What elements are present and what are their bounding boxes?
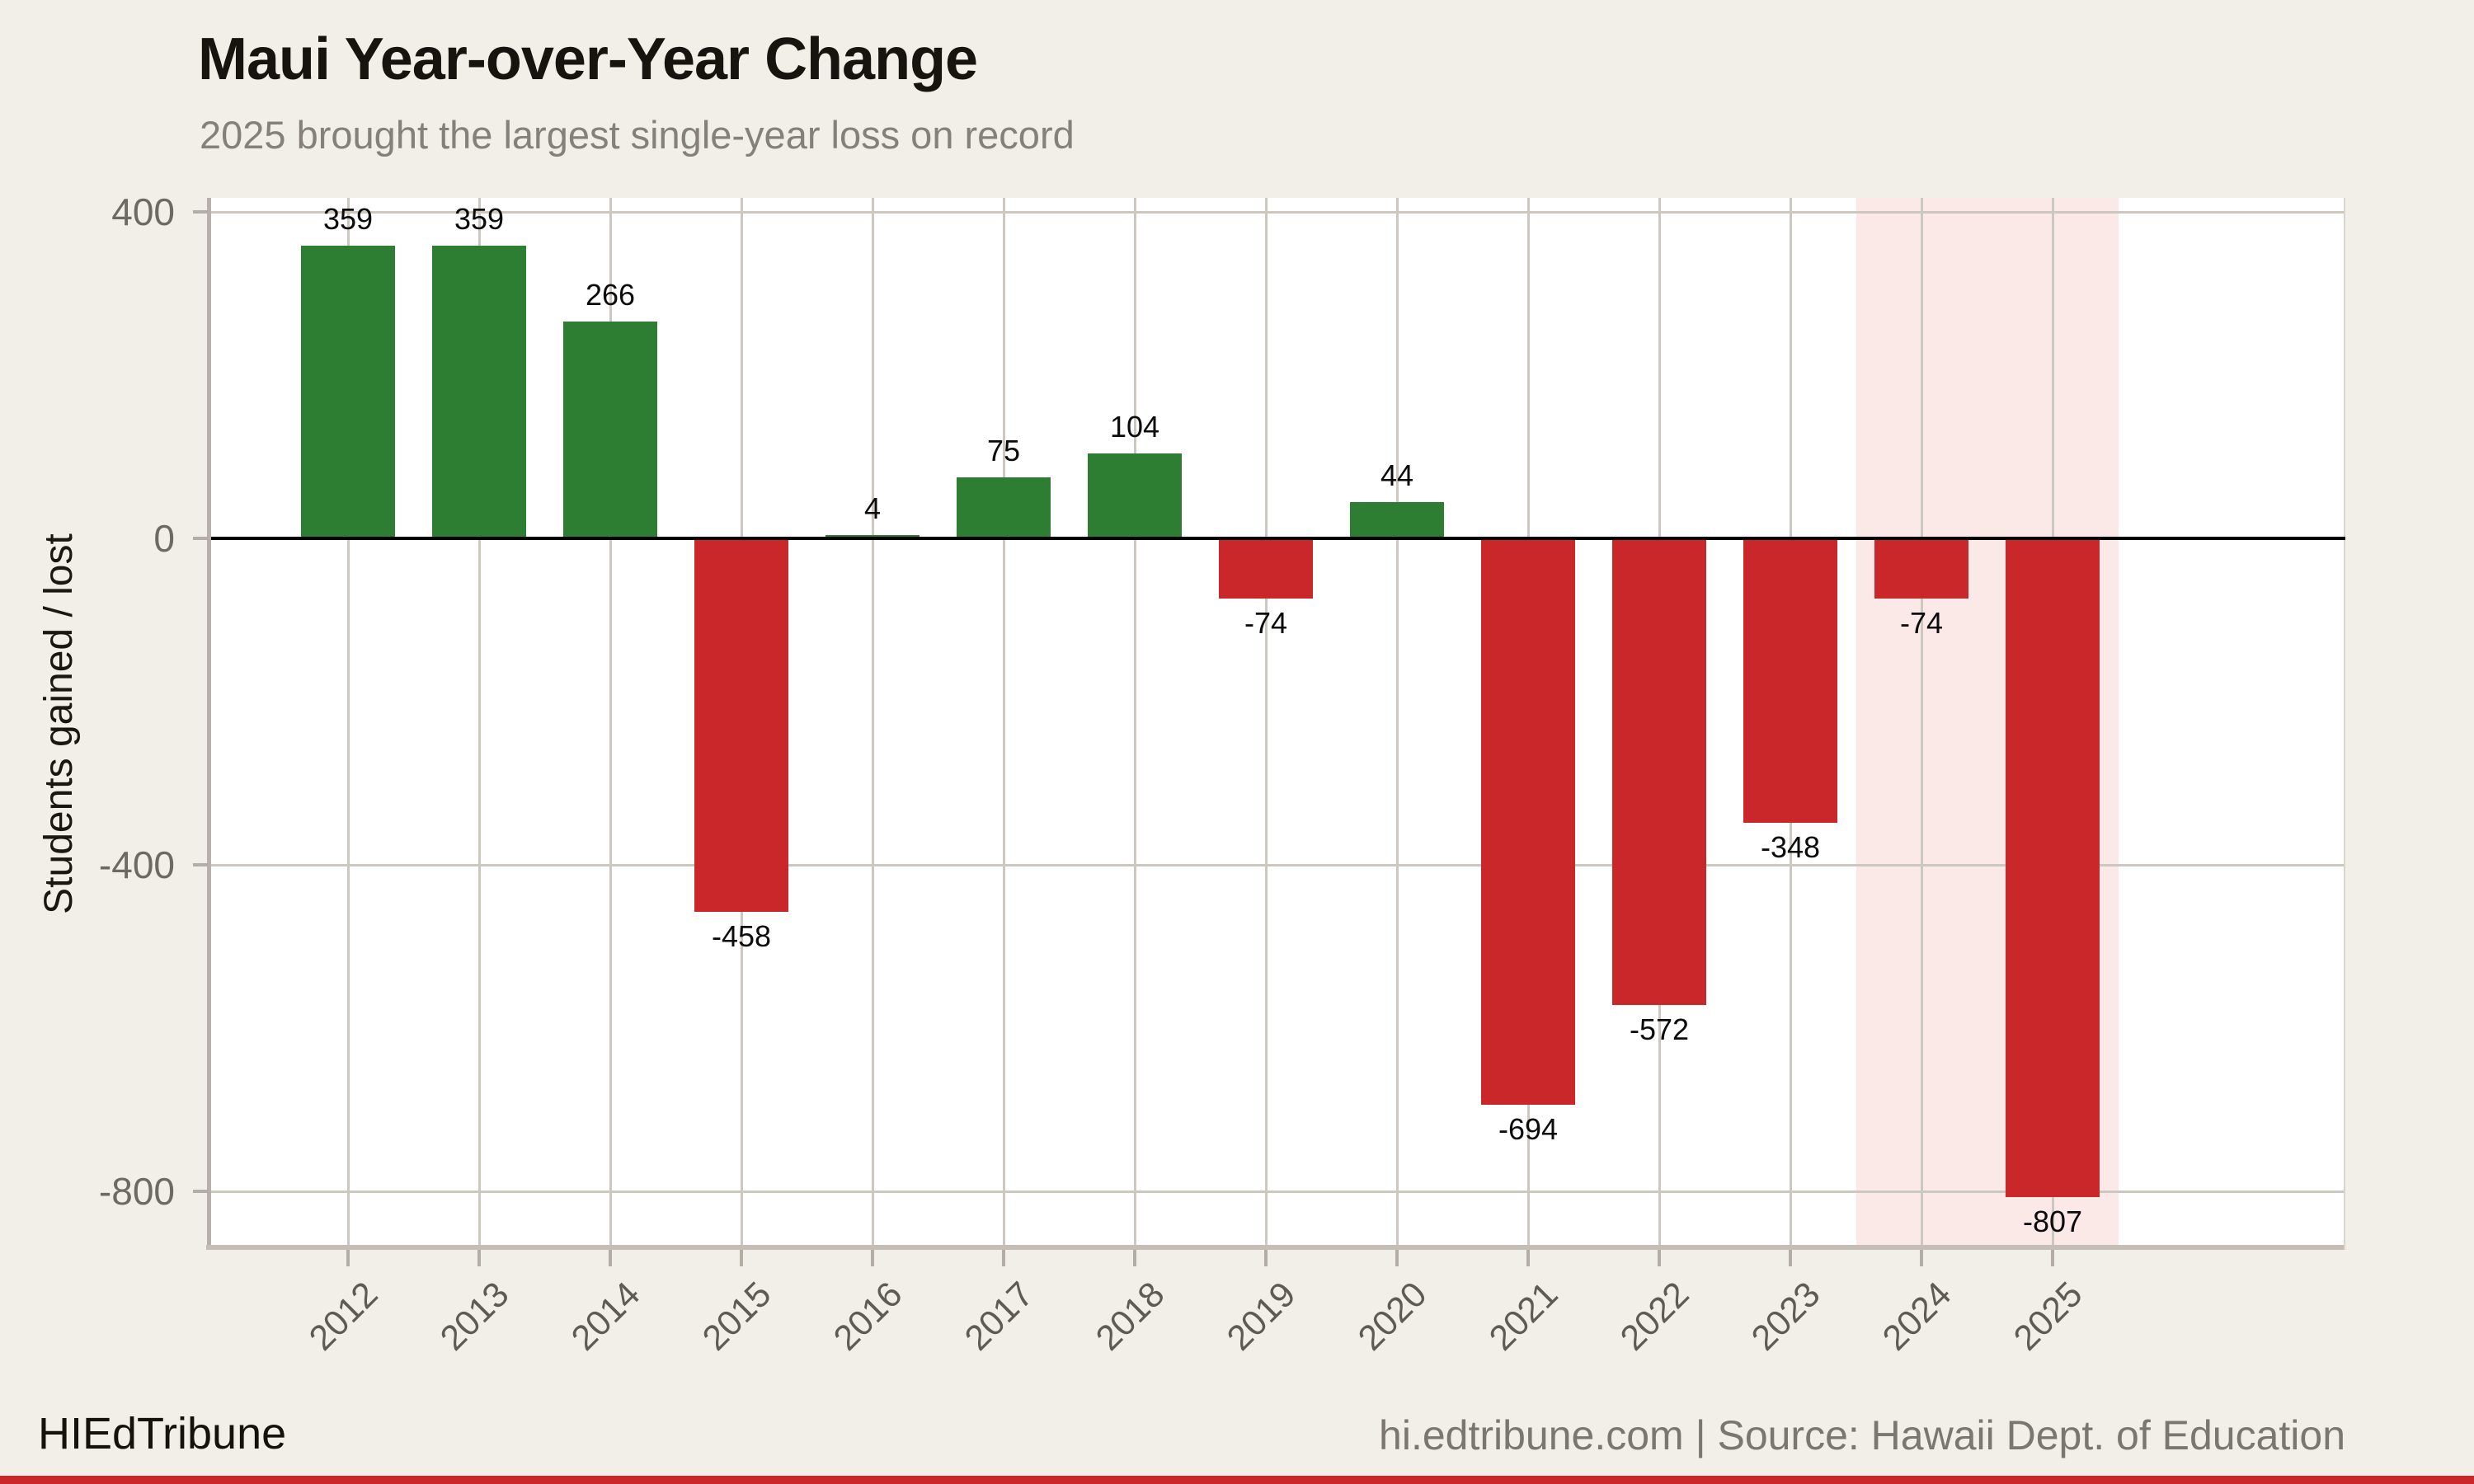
gridline-v-2020 bbox=[1396, 198, 1399, 1250]
x-tick-2022 bbox=[1658, 1250, 1661, 1266]
plot-right-border bbox=[2344, 198, 2345, 1250]
bar-2022 bbox=[1612, 538, 1706, 1005]
y-tick--800 bbox=[193, 1190, 209, 1193]
bar-value-label-2016: 4 bbox=[863, 491, 882, 525]
gridline-v-2016 bbox=[872, 198, 874, 1250]
x-tick-label-2022: 2022 bbox=[1613, 1274, 1697, 1359]
gridline-v-2017 bbox=[1003, 198, 1005, 1250]
x-tick-label-2014: 2014 bbox=[564, 1274, 648, 1359]
x-tick-2019 bbox=[1264, 1250, 1268, 1266]
gridline-v-2014 bbox=[609, 198, 612, 1250]
gridline-h--400 bbox=[211, 864, 2345, 866]
bar-value-label-2013: 359 bbox=[454, 202, 505, 236]
bar-value-label-2020: 44 bbox=[1380, 458, 1414, 492]
x-tick-label-2012: 2012 bbox=[302, 1274, 386, 1359]
x-tick-2015 bbox=[740, 1250, 743, 1266]
x-tick-label-2015: 2015 bbox=[695, 1274, 779, 1359]
bar-2017 bbox=[957, 477, 1051, 538]
y-tick-0 bbox=[193, 537, 209, 540]
gridline-v-2024 bbox=[1921, 198, 1923, 1250]
x-tick-2016 bbox=[871, 1250, 874, 1266]
bar-value-label-2014: 266 bbox=[585, 278, 636, 312]
chart-subtitle: 2025 brought the largest single-year los… bbox=[200, 113, 1075, 157]
zero-line bbox=[211, 537, 2345, 540]
x-tick-2024 bbox=[1920, 1250, 1923, 1266]
bar-2023 bbox=[1743, 538, 1837, 823]
bar-value-label-2022: -572 bbox=[1629, 1012, 1690, 1046]
bar-2015 bbox=[694, 538, 788, 912]
bar-value-label-2021: -694 bbox=[1498, 1112, 1559, 1146]
x-tick-label-2013: 2013 bbox=[433, 1274, 517, 1359]
gridline-h--800 bbox=[211, 1190, 2345, 1193]
x-tick-2018 bbox=[1133, 1250, 1136, 1266]
x-tick-2025 bbox=[2051, 1250, 2054, 1266]
footer-attribution: hi.edtribune.com | Source: Hawaii Dept. … bbox=[1379, 1412, 2345, 1458]
x-tick-2012 bbox=[346, 1250, 350, 1266]
x-tick-2014 bbox=[609, 1250, 612, 1266]
bottom-accent-bar bbox=[0, 1476, 2474, 1484]
gridline-h-400 bbox=[211, 211, 2345, 214]
x-tick-label-2018: 2018 bbox=[1089, 1274, 1173, 1359]
bar-value-label-2025: -807 bbox=[2022, 1205, 2083, 1238]
y-tick-label-0: 0 bbox=[153, 517, 175, 560]
x-tick-label-2025: 2025 bbox=[2006, 1274, 2091, 1359]
bar-value-label-2012: 359 bbox=[322, 202, 374, 236]
y-axis-line bbox=[207, 198, 211, 1250]
y-tick-400 bbox=[193, 210, 209, 214]
x-tick-2020 bbox=[1395, 1250, 1399, 1266]
x-tick-label-2016: 2016 bbox=[826, 1274, 910, 1359]
y-tick-label--800: -800 bbox=[98, 1170, 175, 1213]
x-tick-label-2019: 2019 bbox=[1220, 1274, 1304, 1359]
gridline-v-2012 bbox=[347, 198, 350, 1250]
x-tick-2013 bbox=[477, 1250, 481, 1266]
bar-value-label-2024: -74 bbox=[1899, 606, 1944, 640]
bar-value-label-2015: -458 bbox=[711, 919, 772, 953]
bar-2012 bbox=[301, 246, 395, 538]
bar-2013 bbox=[432, 246, 526, 538]
bar-2021 bbox=[1481, 538, 1575, 1105]
bar-2019 bbox=[1219, 538, 1313, 599]
x-tick-label-2021: 2021 bbox=[1482, 1274, 1566, 1359]
chart-title: Maui Year-over-Year Change bbox=[198, 26, 978, 92]
footer-brand: HIEdTribune bbox=[38, 1409, 287, 1458]
x-tick-2021 bbox=[1526, 1250, 1530, 1266]
x-tick-2017 bbox=[1002, 1250, 1005, 1266]
gridline-v-2013 bbox=[478, 198, 481, 1250]
bar-value-label-2023: -348 bbox=[1760, 830, 1821, 864]
x-tick-2023 bbox=[1789, 1250, 1792, 1266]
bar-2014 bbox=[563, 322, 657, 538]
gridline-v-2018 bbox=[1134, 198, 1136, 1250]
y-tick-label--400: -400 bbox=[98, 843, 175, 886]
x-tick-label-2020: 2020 bbox=[1351, 1274, 1435, 1359]
bar-value-label-2017: 75 bbox=[986, 434, 1021, 467]
x-tick-label-2024: 2024 bbox=[1875, 1274, 1959, 1359]
gridline-v-2019 bbox=[1265, 198, 1268, 1250]
y-tick-label-400: 400 bbox=[111, 190, 175, 233]
x-tick-label-2023: 2023 bbox=[1744, 1274, 1828, 1359]
x-tick-label-2017: 2017 bbox=[957, 1274, 1042, 1359]
bar-2018 bbox=[1088, 453, 1182, 538]
bar-value-label-2018: 104 bbox=[1109, 410, 1160, 444]
bar-value-label-2019: -74 bbox=[1244, 606, 1288, 640]
y-tick--400 bbox=[193, 863, 209, 866]
x-axis-line bbox=[206, 1245, 2345, 1250]
bar-2024 bbox=[1874, 538, 1968, 599]
bar-2025 bbox=[2006, 538, 2100, 1197]
bar-2020 bbox=[1350, 502, 1444, 538]
